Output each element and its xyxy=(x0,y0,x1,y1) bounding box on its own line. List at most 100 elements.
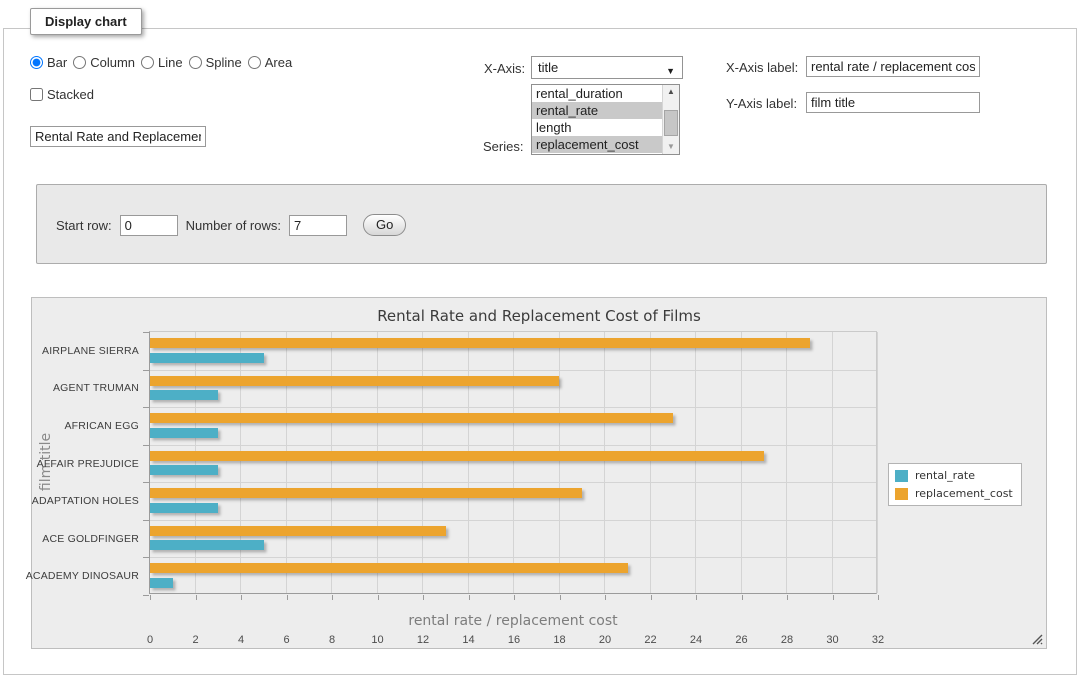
gridline-vertical xyxy=(422,332,423,593)
chart-type-radio-group: Bar Column Line Spline Area xyxy=(30,55,292,70)
y-axis-label-input[interactable] xyxy=(806,92,980,113)
num-rows-label: Number of rows: xyxy=(186,218,281,233)
x-axis-tick xyxy=(696,595,697,600)
scroll-up-icon[interactable]: ▲ xyxy=(663,85,679,99)
bar-rental_rate xyxy=(150,465,218,475)
chart-type-radio-label: Bar xyxy=(47,55,67,70)
x-axis-tick xyxy=(150,595,151,600)
bar-rental_rate xyxy=(150,503,218,513)
gridline-vertical xyxy=(695,332,696,593)
bar-replacement_cost xyxy=(150,488,582,498)
series-option-replacement_cost[interactable]: replacement_cost xyxy=(532,136,662,153)
rows-panel: Start row: Number of rows: Go xyxy=(36,184,1047,264)
x-axis-tick xyxy=(423,595,424,600)
chart-type-radio-label: Line xyxy=(158,55,183,70)
chart-type-option-spline: Spline xyxy=(189,55,242,70)
scrollbar-thumb[interactable] xyxy=(664,110,678,136)
x-axis-tick xyxy=(833,595,834,600)
legend-label: replacement_cost xyxy=(915,487,1013,500)
scroll-down-icon[interactable]: ▼ xyxy=(663,140,679,154)
series-scrollbar[interactable]: ▲ ▼ xyxy=(662,85,679,154)
gridline-vertical xyxy=(741,332,742,593)
y-axis-label-label: Y-Axis label: xyxy=(726,96,797,111)
x-axis-tick-label: 6 xyxy=(272,634,302,646)
gridline-vertical xyxy=(513,332,514,593)
chart-type-radio-spline[interactable] xyxy=(189,56,202,69)
gridline-horizontal xyxy=(150,482,876,483)
start-row-input[interactable] xyxy=(120,215,178,236)
chart-container: Rental Rate and Replacement Cost of Film… xyxy=(31,297,1047,649)
series-listbox[interactable]: rental_durationrental_ratelengthreplacem… xyxy=(531,84,680,155)
chart-type-option-bar: Bar xyxy=(30,55,67,70)
stacked-checkbox[interactable] xyxy=(30,88,43,101)
x-axis-tick-label: 10 xyxy=(363,634,393,646)
chart-type-radio-bar[interactable] xyxy=(30,56,43,69)
bar-replacement_cost xyxy=(150,413,673,423)
gridline-horizontal xyxy=(150,407,876,408)
gridline-vertical xyxy=(559,332,560,593)
chart-type-radio-label: Spline xyxy=(206,55,242,70)
gridline-horizontal xyxy=(150,445,876,446)
go-button[interactable]: Go xyxy=(363,214,406,236)
x-axis-tick-label: 16 xyxy=(499,634,529,646)
x-axis-tick xyxy=(605,595,606,600)
x-axis-tick xyxy=(196,595,197,600)
x-axis-tick-label: 32 xyxy=(863,634,893,646)
chart-type-radio-area[interactable] xyxy=(248,56,261,69)
x-axis-tick-label: 26 xyxy=(727,634,757,646)
legend-item-rental_rate[interactable]: rental_rate xyxy=(895,469,1013,482)
x-axis-tick xyxy=(878,595,879,600)
category-label: AIRPLANE SIERRA xyxy=(0,345,139,357)
chart-title-input[interactable] xyxy=(30,126,206,147)
x-axis-tick-label: 24 xyxy=(681,634,711,646)
category-label: AFRICAN EGG xyxy=(0,420,139,432)
chart-legend: rental_rate replacement_cost xyxy=(888,463,1022,506)
chart-type-radio-line[interactable] xyxy=(141,56,154,69)
chart-type-radio-column[interactable] xyxy=(73,56,86,69)
x-axis-tick xyxy=(742,595,743,600)
gridline-vertical xyxy=(377,332,378,593)
x-axis-tick-label: 22 xyxy=(636,634,666,646)
chart-plot-area: 02468101214161820222426283032AIRPLANE SI… xyxy=(149,331,877,594)
chart-title: Rental Rate and Replacement Cost of Film… xyxy=(32,307,1046,325)
x-axis-tick xyxy=(514,595,515,600)
resize-handle-icon[interactable] xyxy=(1032,634,1043,645)
fieldset-legend: Display chart xyxy=(30,8,142,35)
y-axis-tick xyxy=(143,407,149,408)
y-axis-tick xyxy=(143,370,149,371)
chart-type-option-line: Line xyxy=(141,55,183,70)
gridline-horizontal xyxy=(150,520,876,521)
series-option-rental_duration[interactable]: rental_duration xyxy=(532,85,662,102)
gridline-vertical xyxy=(195,332,196,593)
gridline-vertical xyxy=(650,332,651,593)
chart-type-radio-label: Column xyxy=(90,55,135,70)
x-axis-label-input[interactable] xyxy=(806,56,980,77)
y-axis-tick xyxy=(143,520,149,521)
x-axis-tick-label: 18 xyxy=(545,634,575,646)
start-row-label: Start row: xyxy=(56,218,112,233)
bar-rental_rate xyxy=(150,390,218,400)
x-axis-tick xyxy=(469,595,470,600)
num-rows-input[interactable] xyxy=(289,215,347,236)
chart-type-option-area: Area xyxy=(248,55,292,70)
y-axis-tick xyxy=(143,557,149,558)
bar-replacement_cost xyxy=(150,563,628,573)
series-list-label: Series: xyxy=(483,139,523,154)
bar-rental_rate xyxy=(150,540,264,550)
series-option-rental_rate[interactable]: rental_rate xyxy=(532,102,662,119)
bar-replacement_cost xyxy=(150,526,446,536)
x-axis-tick-label: 2 xyxy=(181,634,211,646)
y-axis-tick xyxy=(143,332,149,333)
chart-type-radio-label: Area xyxy=(265,55,292,70)
x-axis-tick-label: 30 xyxy=(818,634,848,646)
gridline-vertical xyxy=(331,332,332,593)
x-axis-select[interactable]: title ▼ xyxy=(531,56,683,79)
x-axis-select-label: X-Axis: xyxy=(484,61,525,76)
bar-replacement_cost xyxy=(150,376,559,386)
x-axis-label-label: X-Axis label: xyxy=(726,60,798,75)
series-option-length[interactable]: length xyxy=(532,119,662,136)
category-label: ACADEMY DINOSAUR xyxy=(0,570,139,582)
legend-item-replacement_cost[interactable]: replacement_cost xyxy=(895,487,1013,500)
series-options: rental_durationrental_ratelengthreplacem… xyxy=(532,85,662,154)
category-label: ADAPTATION HOLES xyxy=(0,495,139,507)
